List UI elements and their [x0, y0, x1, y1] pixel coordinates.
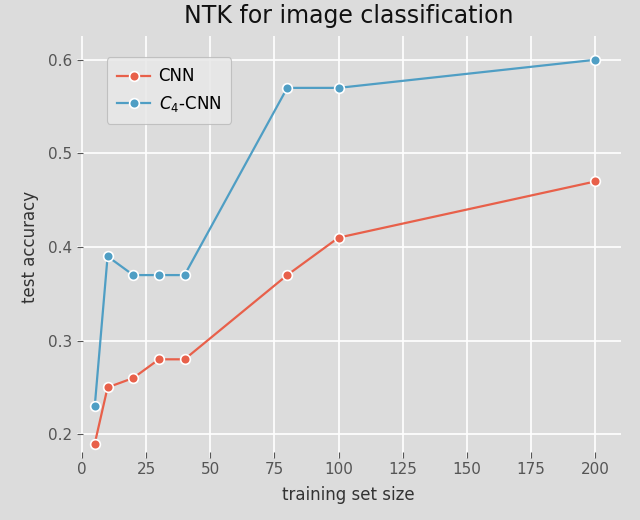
CNN [155, 356, 163, 362]
CNN [591, 178, 599, 185]
CNN [335, 235, 342, 241]
$\mathit{C}_4$-CNN [155, 272, 163, 278]
Line: $\mathit{C}_4$-CNN: $\mathit{C}_4$-CNN [90, 55, 600, 411]
Legend: CNN, $\mathit{C}_4$-CNN: CNN, $\mathit{C}_4$-CNN [107, 57, 231, 124]
$\mathit{C}_4$-CNN [91, 403, 99, 409]
CNN [180, 356, 188, 362]
$\mathit{C}_4$-CNN [591, 57, 599, 63]
CNN [129, 375, 137, 381]
X-axis label: training set size: training set size [282, 486, 415, 504]
CNN [284, 272, 291, 278]
Y-axis label: test accuracy: test accuracy [21, 191, 39, 303]
Line: CNN: CNN [90, 177, 600, 448]
CNN [104, 384, 111, 391]
$\mathit{C}_4$-CNN [104, 253, 111, 259]
$\mathit{C}_4$-CNN [335, 85, 342, 91]
CNN [91, 440, 99, 447]
$\mathit{C}_4$-CNN [129, 272, 137, 278]
$\mathit{C}_4$-CNN [180, 272, 188, 278]
Title: NTK for image classification: NTK for image classification [184, 4, 513, 28]
$\mathit{C}_4$-CNN [284, 85, 291, 91]
